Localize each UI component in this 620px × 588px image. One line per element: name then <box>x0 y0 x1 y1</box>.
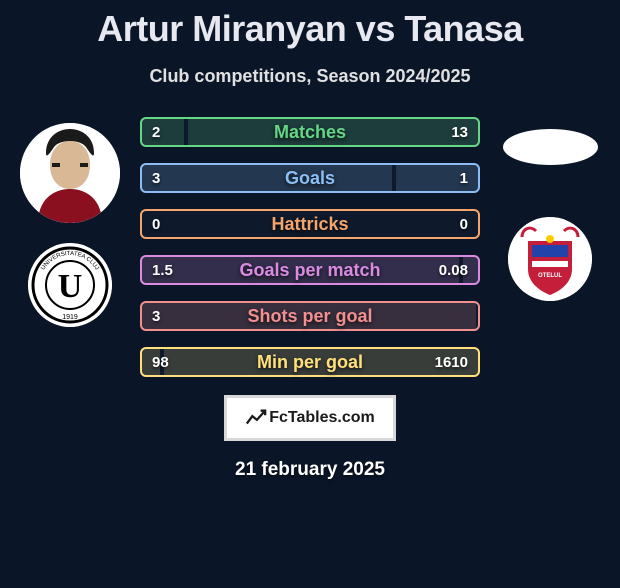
brand-text: FcTables.com <box>269 409 375 427</box>
bar-label: Goals per match <box>239 260 380 281</box>
comparison-row: U UNIVERSITATEA CLUJ 1919 2Matches133Goa… <box>10 117 610 377</box>
bar-value-left: 0 <box>152 216 160 233</box>
bar-value-right: 0 <box>460 216 468 233</box>
bar-value-right: 13 <box>451 124 468 141</box>
stat-bar: 0 Hattricks 0 <box>140 209 480 239</box>
player-silhouette-icon <box>20 123 120 223</box>
bar-value-left: 1.5 <box>152 262 173 279</box>
bar-value-right: 1 <box>460 170 468 187</box>
stat-bars: 2 Matches 13 3 Goals 1 0 Hattricks 0 1.5 Goals per… <box>140 117 480 377</box>
stat-bar: 2 Matches 13 <box>140 117 480 147</box>
badge-letter: U <box>58 268 83 305</box>
bar-label: Hattricks <box>271 214 348 235</box>
stat-bar: 3 Goals 1 <box>140 163 480 193</box>
club-crest-icon: OTELUL <box>508 217 592 301</box>
right-player-column: OTELUL <box>490 117 610 301</box>
stat-bar: 3 Shots per goal <box>140 301 480 331</box>
club-crest-icon: U UNIVERSITATEA CLUJ 1919 <box>28 243 112 327</box>
bar-label: Min per goal <box>257 352 363 373</box>
subtitle: Club competitions, Season 2024/2025 <box>10 66 610 87</box>
bar-label: Shots per goal <box>247 306 372 327</box>
bar-value-right: 1610 <box>435 354 468 371</box>
bar-value-right: 0.08 <box>439 262 468 279</box>
bar-value-left: 3 <box>152 308 160 325</box>
bar-fill-left <box>140 163 392 193</box>
left-player-column: U UNIVERSITATEA CLUJ 1919 <box>10 117 130 327</box>
left-club-badge: U UNIVERSITATEA CLUJ 1919 <box>28 243 112 327</box>
bar-value-left: 3 <box>152 170 160 187</box>
bar-fill-left <box>140 117 184 147</box>
stat-bar: 1.5 Goals per match 0.08 <box>140 255 480 285</box>
bar-value-left: 2 <box>152 124 160 141</box>
bar-label: Goals <box>285 168 335 189</box>
svg-text:1919: 1919 <box>62 314 78 321</box>
brand-box[interactable]: FcTables.com <box>224 395 396 441</box>
svg-text:OTELUL: OTELUL <box>538 273 562 279</box>
bar-label: Matches <box>274 122 346 143</box>
right-club-badge: OTELUL <box>508 217 592 301</box>
bar-value-left: 98 <box>152 354 169 371</box>
stat-bar: 98 Min per goal 1610 <box>140 347 480 377</box>
date-text: 21 february 2025 <box>10 459 610 481</box>
left-player-photo <box>20 123 120 223</box>
right-player-oval <box>503 129 598 165</box>
chart-icon <box>245 407 267 429</box>
page-title: Artur Miranyan vs Tanasa <box>10 8 610 50</box>
